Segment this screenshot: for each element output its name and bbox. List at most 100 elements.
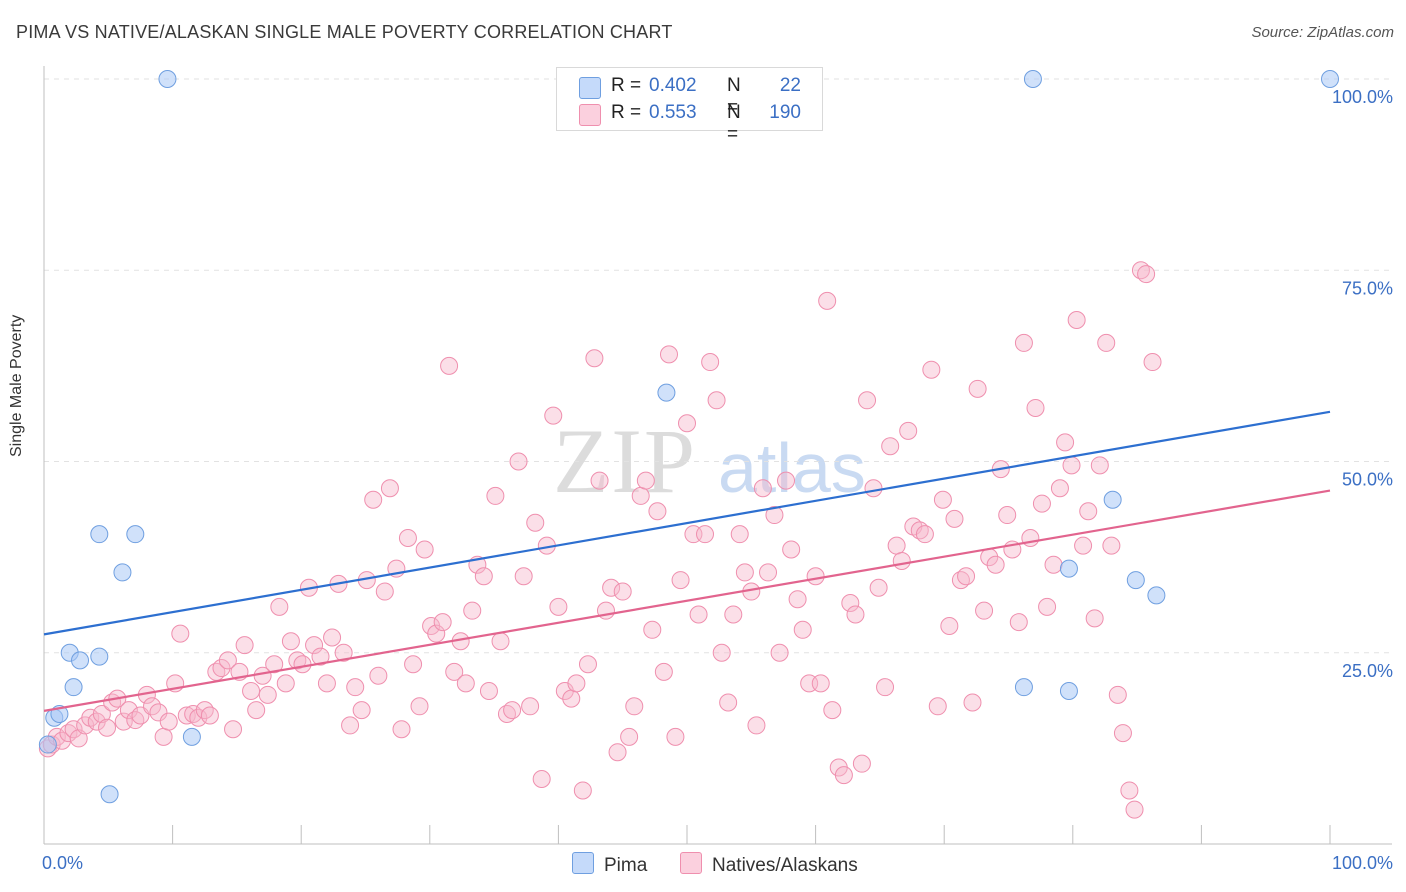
natives-point [410, 697, 429, 716]
natives-point [818, 291, 837, 310]
y-tick-label: 25.0% [1342, 661, 1393, 681]
natives-point [479, 682, 498, 700]
natives-point [544, 406, 563, 425]
pima-point [1014, 678, 1033, 697]
natives-point [562, 689, 581, 708]
natives-point [514, 567, 533, 586]
chart-title: PIMA VS NATIVE/ALASKAN SINGLE MALE POVER… [16, 22, 673, 42]
legend-item-natives[interactable]: Natives/Alaskans [680, 852, 858, 877]
natives-point [666, 727, 685, 746]
natives-point [392, 720, 411, 739]
natives-point [648, 502, 667, 521]
pima-point [126, 525, 145, 544]
natives-point [195, 701, 214, 720]
natives-point [701, 353, 720, 372]
pima-point [1126, 571, 1145, 590]
watermark-atlas: atlas [718, 429, 866, 507]
natives-point [671, 571, 690, 590]
natives-point [945, 509, 964, 528]
natives-point [834, 766, 853, 785]
natives-point [590, 471, 609, 490]
natives-point [823, 701, 842, 720]
natives-point [317, 674, 336, 693]
natives-point [334, 643, 353, 662]
legend-label: Natives/Alaskans [712, 855, 858, 876]
natives-point [200, 706, 219, 725]
natives-point [1108, 685, 1127, 704]
natives-point [341, 716, 360, 735]
natives-point [975, 601, 994, 620]
natives-point [1090, 456, 1109, 475]
natives-point [567, 674, 586, 693]
natives-point [940, 616, 959, 635]
pima-swatch [579, 77, 601, 99]
natives-point [986, 555, 1005, 574]
natives-point [915, 525, 934, 544]
natives-point [521, 697, 540, 716]
pima-point [1147, 586, 1166, 605]
x-tick-label: 0.0% [42, 853, 83, 873]
natives-point [258, 685, 277, 704]
natives-point [305, 636, 324, 655]
correlation-legend: R = 0.402 N = 22 R = 0.553 N = 190 [556, 67, 823, 145]
natives-point [753, 479, 772, 498]
natives-point [1050, 479, 1069, 498]
natives-point [1113, 724, 1132, 743]
natives-point [1102, 536, 1121, 555]
natives-point [876, 678, 895, 697]
natives-point [247, 701, 266, 720]
natives-point [1079, 502, 1098, 521]
natives-point [602, 578, 621, 597]
natives-point [887, 536, 906, 555]
n-label: N = [727, 102, 741, 145]
natives-point [293, 655, 312, 674]
natives-point [509, 452, 528, 471]
legend-item-pima[interactable]: Pima [572, 852, 647, 877]
natives-point [375, 582, 394, 601]
natives-point [171, 624, 190, 643]
natives-point [445, 662, 464, 681]
natives-point [864, 479, 883, 498]
natives-point [311, 647, 330, 666]
natives-point [707, 391, 726, 410]
pima-point [657, 383, 676, 402]
natives-point [114, 712, 133, 731]
natives-point [933, 490, 952, 509]
natives-point [119, 701, 138, 720]
natives-point [573, 781, 592, 800]
y-tick-label: 50.0% [1342, 470, 1393, 490]
natives-point [440, 356, 459, 375]
natives-point [631, 486, 650, 505]
pima-point [182, 727, 201, 746]
natives-point [892, 551, 911, 570]
pima-point [1059, 682, 1078, 700]
natives-point [1009, 613, 1028, 632]
pima-point [113, 563, 132, 582]
pima-point [1321, 70, 1339, 88]
natives-point [811, 674, 830, 693]
legend-label: Pima [604, 855, 648, 876]
natives-point [712, 643, 731, 662]
natives-point [323, 628, 342, 647]
natives-point [1056, 433, 1075, 452]
y-tick-label: 75.0% [1342, 278, 1393, 298]
natives-point [928, 697, 947, 716]
natives-point [1143, 353, 1162, 372]
natives-point [189, 708, 208, 727]
natives-point [1085, 609, 1104, 628]
natives-point [620, 727, 639, 746]
natives-point [1014, 333, 1033, 352]
natives-point [643, 620, 662, 639]
n-value: 190 [769, 102, 801, 123]
natives-point [1032, 494, 1051, 513]
natives-point [788, 590, 807, 609]
natives-point [281, 632, 300, 651]
r-label: R = [611, 75, 642, 96]
natives-point [474, 567, 493, 586]
natives-point [608, 743, 627, 762]
r-label: R = [611, 102, 642, 123]
pima-swatch [572, 852, 594, 874]
natives-point [654, 662, 673, 681]
natives-point [636, 471, 655, 490]
